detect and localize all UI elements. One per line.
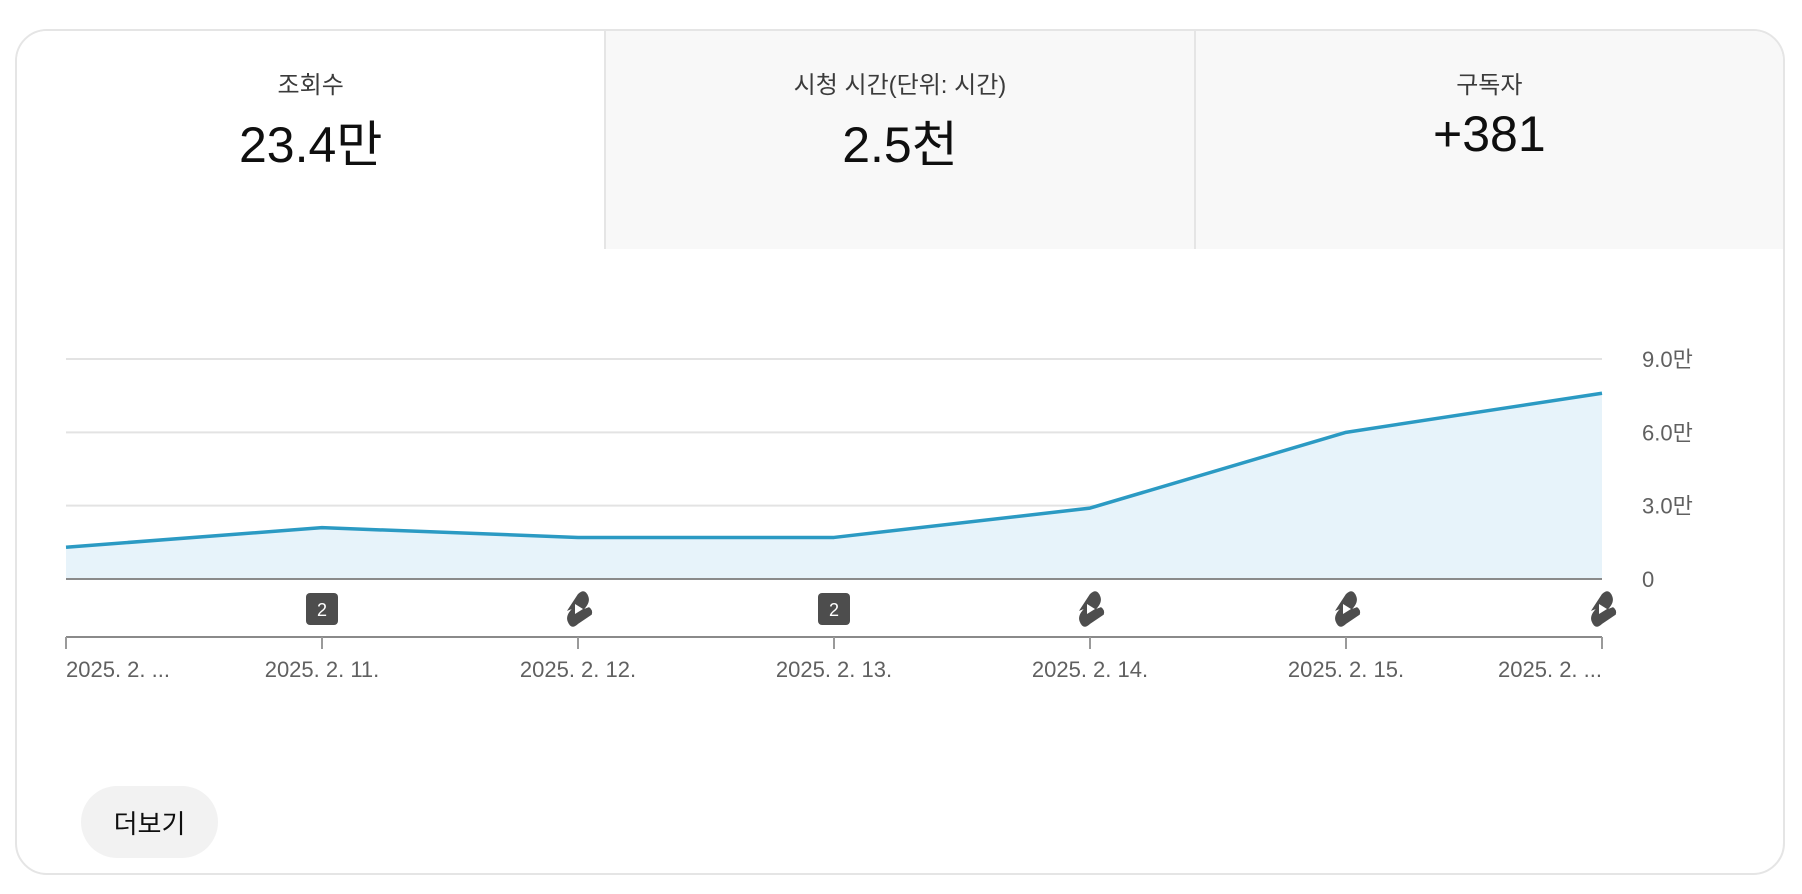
x-tick-label: 2025. 2. ... — [1498, 657, 1602, 682]
x-tick-label: 2025. 2. 14. — [1032, 657, 1148, 682]
tab-subscribers-value: +381 — [1433, 106, 1546, 162]
tab-watch-time-label: 시청 시간(단위: 시간) — [793, 72, 1007, 99]
x-tick-label: 2025. 2. 12. — [520, 657, 636, 682]
more-button[interactable]: 더보기 — [81, 786, 218, 858]
tab-subscribers[interactable]: 구독자 +381 — [1193, 31, 1783, 249]
x-tick-label: 2025. 2. 15. — [1288, 657, 1404, 682]
tab-watch-time[interactable]: 시청 시간(단위: 시간) 2.5천 — [604, 31, 1194, 249]
area-layer — [65, 391, 1603, 579]
tab-views-value: 23.4만 — [239, 117, 383, 173]
label-layer: 0 3.0만 6.0만 9.0만 2025. 2. ... 2025. 2. 11. 202… — [66, 347, 1693, 682]
svg-text:2: 2 — [317, 600, 327, 620]
tab-watch-time-value: 2.5천 — [842, 117, 958, 173]
tab-views-label: 조회수 — [277, 72, 344, 99]
series-area — [66, 393, 1602, 579]
y-tick-label: 3.0만 — [1642, 494, 1693, 519]
x-tick-label: 2025. 2. 13. — [776, 657, 892, 682]
y-tick-label: 6.0만 — [1642, 420, 1693, 445]
video-count-badge: 2 — [306, 593, 338, 625]
metric-tabs: 조회수 23.4만 시청 시간(단위: 시간) 2.5천 구독자 +381 — [17, 31, 1783, 249]
tab-views[interactable]: 조회수 23.4만 — [17, 31, 605, 249]
y-tick-label: 0 — [1642, 567, 1654, 592]
video-count-badge: 2 — [818, 593, 850, 625]
shorts-icon — [566, 591, 593, 627]
shorts-icon — [1334, 591, 1361, 627]
shorts-icon — [1590, 591, 1617, 627]
shorts-icon — [1078, 591, 1105, 627]
x-tick-label: 2025. 2. 11. — [265, 657, 380, 682]
x-tick-label: 2025. 2. ... — [66, 657, 170, 682]
tab-subscribers-label: 구독자 — [1456, 72, 1523, 99]
y-tick-label: 9.0만 — [1642, 347, 1693, 372]
svg-text:2: 2 — [829, 600, 839, 620]
axis-layer — [65, 578, 1603, 649]
